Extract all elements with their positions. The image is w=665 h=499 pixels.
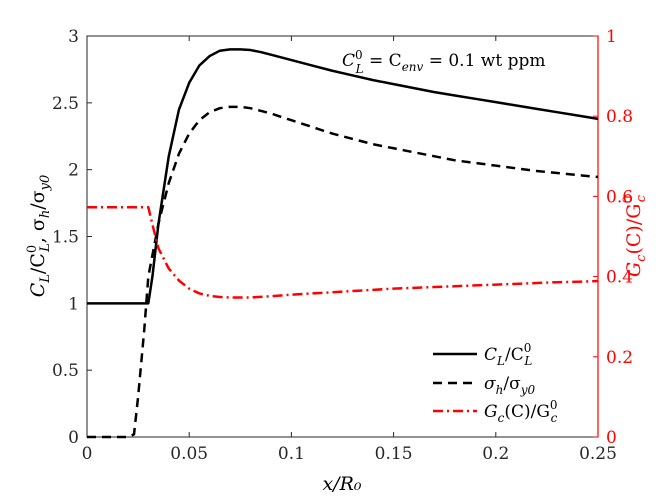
x-tick-label: 0.25 — [579, 444, 617, 464]
y-right-tick-label: 0.8 — [606, 107, 633, 127]
y-left-tick-label: 1.5 — [52, 228, 79, 248]
y-right-tick-label: 0.2 — [606, 348, 633, 368]
y-left-tick-label: 3 — [68, 27, 79, 47]
series-line-0 — [87, 48, 599, 305]
y-right-tick-label: 0.4 — [606, 268, 633, 288]
series-line-2 — [87, 205, 599, 299]
series-line-1 — [87, 105, 599, 439]
series-layer — [87, 48, 599, 439]
plot-area — [86, 35, 599, 438]
legend: CL/C0 L σh/σy0 Gc(C)/G0 c — [433, 341, 558, 425]
x-tick-label: 0.2 — [482, 444, 509, 464]
annotation: C0 L = Cenv = 0.1 wt ppm — [342, 48, 545, 76]
y-left-tick-label: 2 — [68, 161, 79, 181]
x-tick-label: 0.05 — [170, 444, 208, 464]
ticks: 0 0.05 0.1 0.15 0.2 0.2500.511.522.5300.20.40… — [52, 27, 633, 464]
x-axis-title: x/R₀ — [322, 473, 361, 495]
legend-label-gc: Gc(C)/G0 c — [484, 398, 558, 425]
y-axis-title-right: Gc(C)/G0c — [621, 194, 649, 277]
y-right-tick-label: 0 — [606, 428, 617, 448]
legend-label-cl: CL/C0 L — [484, 341, 532, 368]
legend-label-sigma: σh/σy0 — [484, 374, 535, 397]
y-axis-title-left: CL/C0L, σh/σy0 — [25, 175, 53, 298]
y-right-tick-label: 0.6 — [606, 187, 633, 207]
y-right-tick-label: 1 — [606, 27, 617, 47]
x-tick-label: 0 — [82, 444, 93, 464]
x-tick-label: 0.1 — [278, 444, 305, 464]
y-left-tick-label: 1 — [68, 294, 79, 314]
x-tick-label: 0.15 — [375, 444, 413, 464]
y-left-tick-label: 0.5 — [52, 361, 79, 381]
y-left-tick-label: 2.5 — [52, 94, 79, 114]
y-left-tick-label: 0 — [68, 428, 79, 448]
